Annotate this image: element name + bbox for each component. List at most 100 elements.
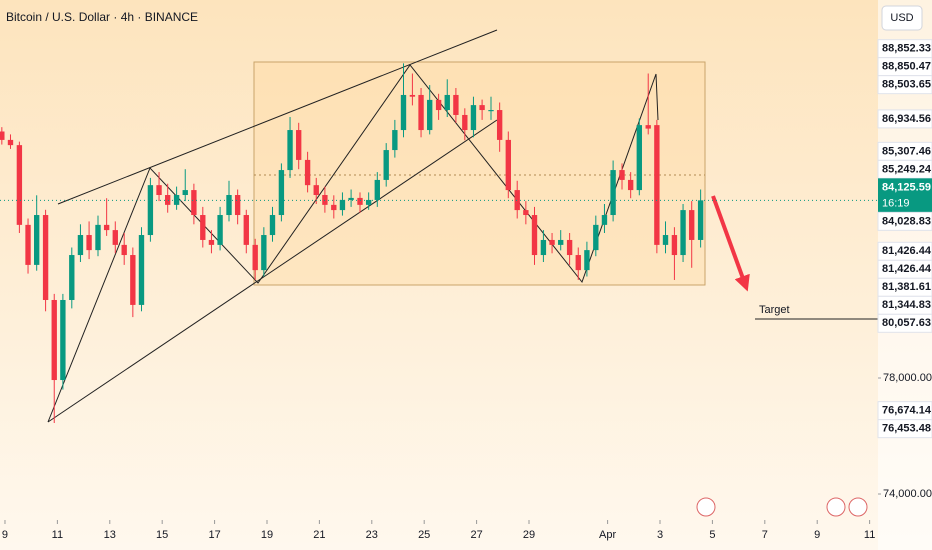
x-tick-label: 15 bbox=[156, 529, 168, 541]
candle-body bbox=[392, 130, 398, 151]
last-price-box bbox=[878, 178, 932, 213]
event-icon[interactable] bbox=[696, 497, 716, 517]
candle-body bbox=[523, 210, 529, 216]
price-label: 86,934.56 bbox=[882, 113, 931, 125]
candle-body bbox=[339, 199, 346, 211]
x-tick-label: 11 bbox=[52, 529, 63, 541]
x-tick-label: 17 bbox=[208, 529, 220, 541]
currency-label[interactable]: USD bbox=[890, 12, 913, 24]
candle-body bbox=[584, 250, 590, 271]
price-label-box bbox=[877, 419, 932, 439]
price-label-box bbox=[877, 75, 932, 95]
zigzag bbox=[47, 64, 659, 423]
candle-body bbox=[296, 130, 302, 160]
x-tick-label: 3 bbox=[657, 529, 663, 541]
price-label: 76,674.14 bbox=[882, 405, 932, 417]
price-label: 81,426.44 bbox=[882, 245, 932, 257]
price-label-box bbox=[877, 211, 932, 231]
candle-body bbox=[593, 224, 599, 251]
candle-body bbox=[514, 190, 520, 211]
candle-body bbox=[505, 139, 511, 191]
candle-body bbox=[427, 99, 433, 131]
event-icon[interactable] bbox=[826, 497, 846, 517]
currency-button[interactable] bbox=[881, 5, 923, 31]
candle-body bbox=[566, 239, 573, 256]
candle-body bbox=[400, 94, 407, 131]
candle-body bbox=[7, 139, 14, 146]
candle-body bbox=[374, 179, 380, 200]
candle-body bbox=[662, 235, 669, 245]
candle-body bbox=[558, 239, 564, 245]
candle-body bbox=[462, 114, 468, 131]
candle-body bbox=[86, 235, 92, 251]
candle-body bbox=[531, 215, 538, 256]
candle-body bbox=[610, 170, 616, 216]
candle-body bbox=[0, 131, 5, 140]
x-tick-label: 7 bbox=[762, 529, 768, 541]
candle-body bbox=[383, 150, 389, 180]
price-label: 85,307.46 bbox=[882, 145, 931, 157]
x-tick-label: 11 bbox=[864, 529, 875, 541]
price-label-box bbox=[877, 313, 932, 333]
candle-body bbox=[444, 94, 450, 111]
arrow bbox=[711, 195, 750, 292]
price-label: 81,426.44 bbox=[882, 263, 932, 275]
price-label: 76,453.48 bbox=[882, 423, 931, 435]
countdown: 16:19 bbox=[882, 197, 910, 209]
price-label: 81,344.83 bbox=[882, 299, 931, 311]
price-label: 88,850.47 bbox=[882, 61, 931, 73]
candle-body bbox=[226, 195, 232, 216]
candle-body bbox=[575, 255, 581, 271]
candle-body bbox=[479, 105, 485, 111]
candle-body bbox=[540, 239, 547, 256]
x-tick-label: 21 bbox=[313, 529, 325, 541]
trend-line bbox=[47, 119, 498, 423]
last-price-label: 84,125.59 bbox=[882, 181, 931, 193]
candle-body bbox=[304, 159, 311, 186]
x-tick-label: 5 bbox=[709, 529, 715, 541]
price-label: 81,381.61 bbox=[882, 281, 931, 293]
candle-body bbox=[680, 210, 686, 256]
candle-body bbox=[51, 299, 57, 381]
event-icon[interactable] bbox=[848, 497, 868, 517]
price-label-box bbox=[877, 109, 932, 129]
candle-body bbox=[278, 170, 285, 216]
candle-body bbox=[261, 235, 267, 271]
y-tick-label: 78,000.00 bbox=[883, 372, 932, 384]
candle-body bbox=[103, 224, 110, 231]
candle-body bbox=[549, 239, 555, 245]
candle-body bbox=[252, 244, 258, 271]
candle-body bbox=[409, 94, 416, 97]
candle-body bbox=[130, 255, 136, 305]
candle-body bbox=[348, 197, 354, 200]
candle-body bbox=[95, 224, 101, 251]
candle-body bbox=[243, 215, 249, 245]
candle-body bbox=[121, 244, 127, 256]
candle-body bbox=[112, 230, 118, 245]
candle-body bbox=[234, 195, 241, 216]
candle-body bbox=[69, 255, 75, 300]
candle-body bbox=[671, 235, 678, 256]
candle-body bbox=[16, 145, 23, 225]
candles bbox=[0, 63, 704, 423]
x-tick-label: 19 bbox=[261, 529, 273, 541]
candle-body bbox=[357, 197, 363, 205]
price-label: 88,503.65 bbox=[882, 79, 931, 91]
x-tick-label: 9 bbox=[2, 529, 8, 541]
range-box bbox=[253, 61, 706, 286]
candle-body bbox=[25, 224, 31, 265]
x-tick-label: 25 bbox=[418, 529, 430, 541]
trend-line bbox=[57, 29, 498, 205]
drawings: Target bbox=[47, 29, 878, 517]
candle-body bbox=[77, 235, 84, 256]
chart-title: Bitcoin / U.S. Dollar · 4h · BINANCE bbox=[6, 10, 198, 24]
candle-body bbox=[182, 190, 188, 196]
candle-body bbox=[697, 200, 704, 240]
price-label: 84,028.83 bbox=[882, 215, 931, 227]
candle-body bbox=[147, 185, 154, 236]
y-tick-label: 74,000.00 bbox=[883, 488, 932, 500]
x-tick-label: Apr bbox=[599, 529, 616, 541]
candle-body bbox=[34, 215, 40, 265]
